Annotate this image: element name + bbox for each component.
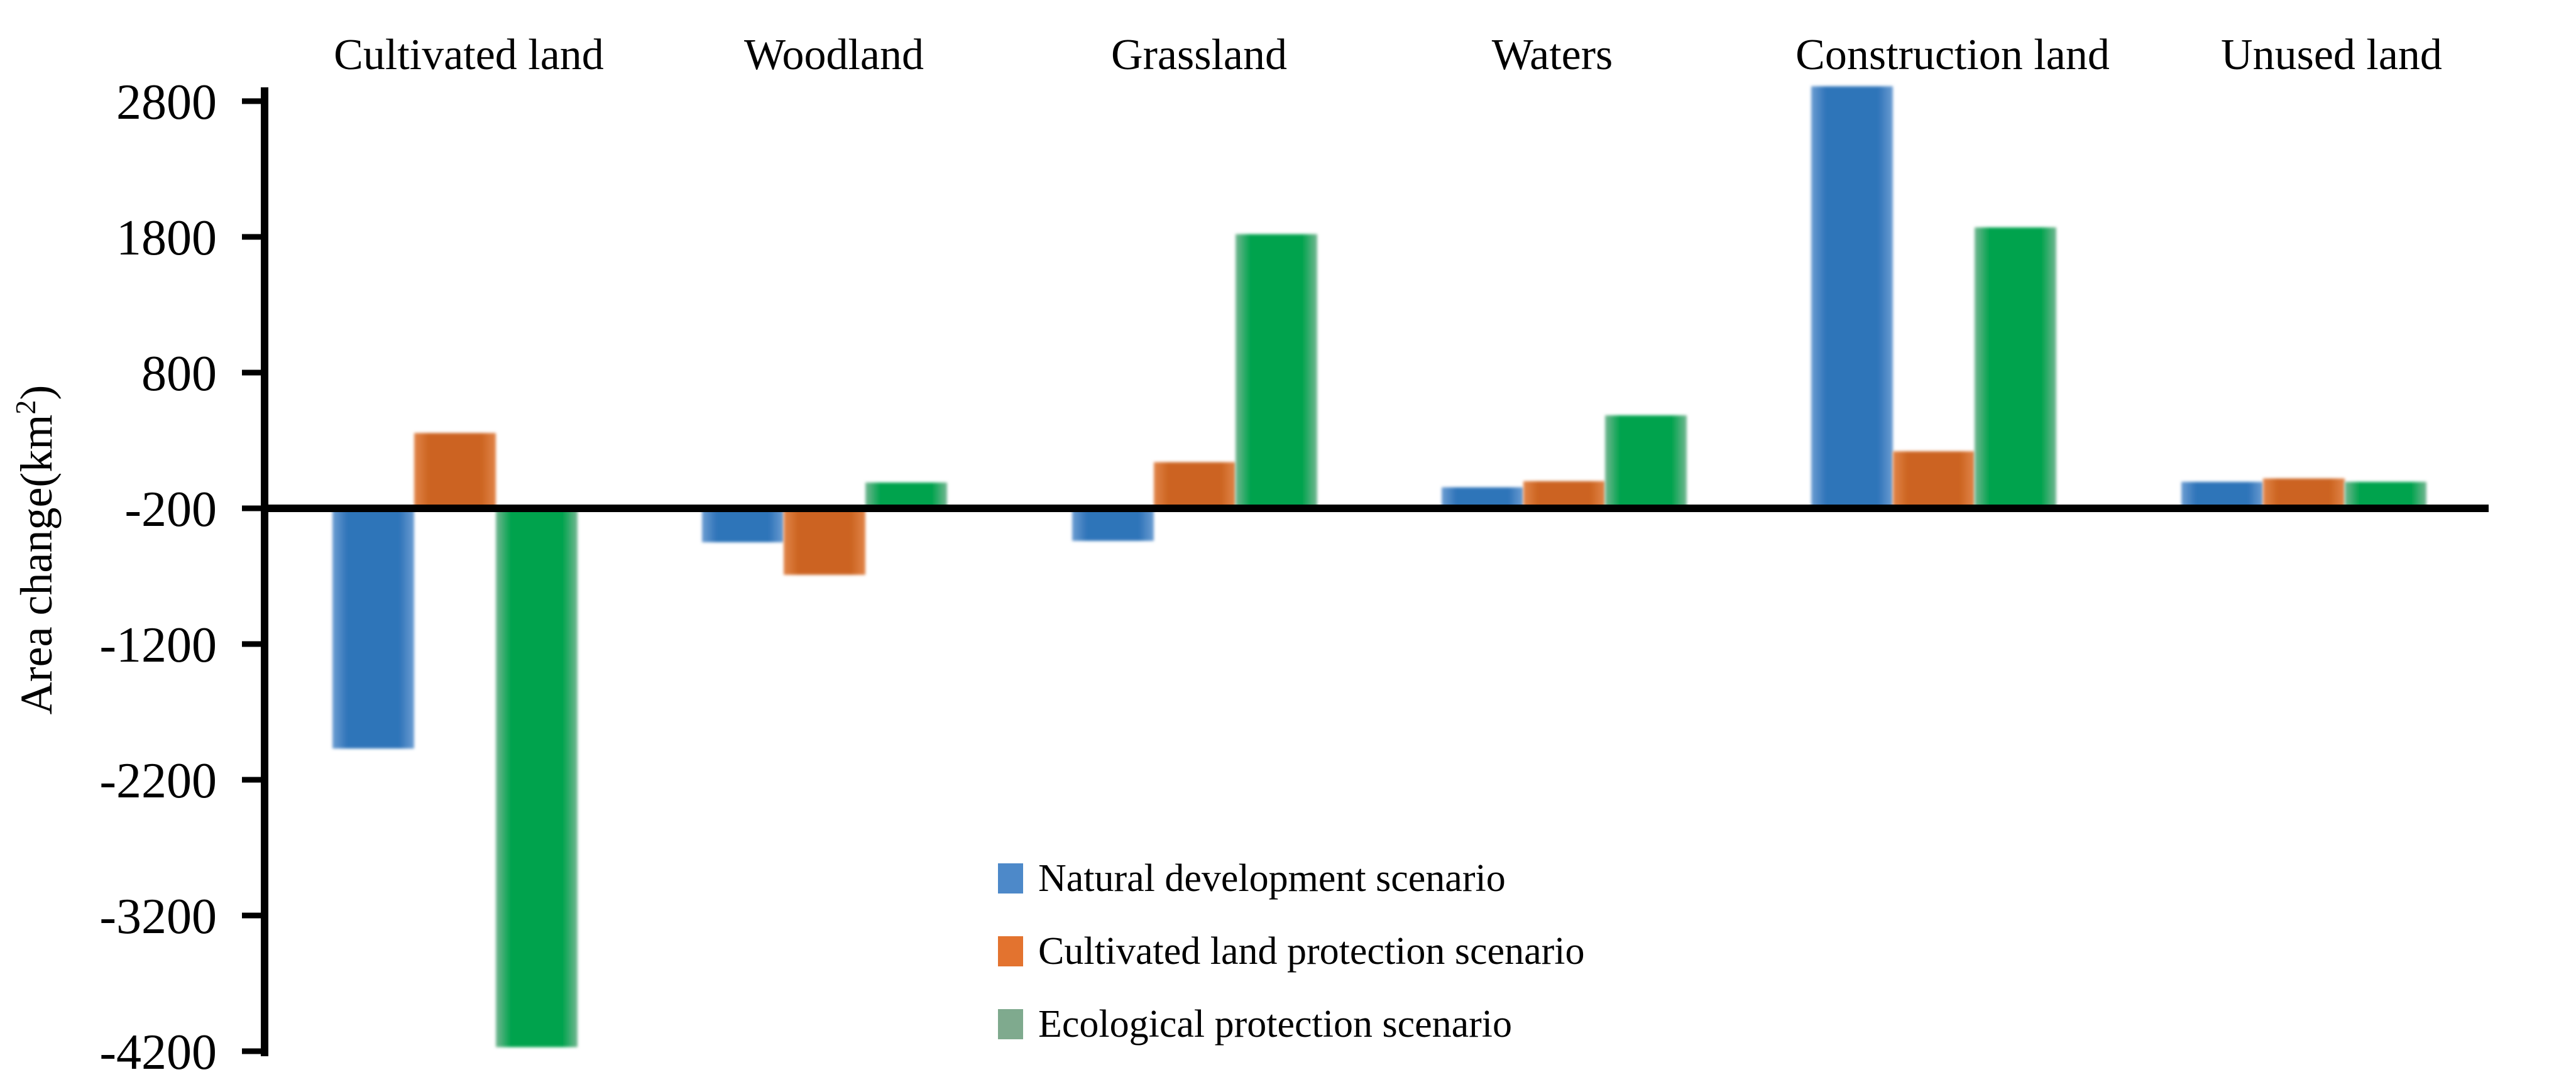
category-label-unused-land: Unused land xyxy=(2221,31,2442,79)
y-axis-tick-mark xyxy=(242,98,261,104)
y-axis-tick-label: -200 xyxy=(124,482,217,537)
legend-item-natural-development: Natural development scenario xyxy=(998,859,1584,898)
bar-natural-development-scenario-unused-land xyxy=(2181,481,2263,508)
category-label-grassland: Grassland xyxy=(1111,31,1287,79)
y-axis-tick-label: -4200 xyxy=(99,1025,217,1080)
bar-cultivated-land-protection-scenario-construction-land xyxy=(1893,451,1975,508)
legend-label-ecological-protection: Ecological protection scenario xyxy=(1038,1003,1513,1046)
y-axis-tick-label: 800 xyxy=(141,346,217,402)
y-axis-tick-label: -1200 xyxy=(99,618,217,673)
y-axis-tick-label: -3200 xyxy=(99,889,217,944)
bar-natural-development-scenario-grassland xyxy=(1072,508,1154,541)
y-axis-tick-mark xyxy=(242,505,261,511)
legend-swatch-ecological-protection xyxy=(998,1009,1023,1039)
y-axis-title: Area change(km2) xyxy=(9,385,62,715)
bar-ecological-protection-scenario-woodland xyxy=(865,482,947,508)
y-axis-tick-mark xyxy=(242,777,261,783)
legend-swatch-cultivated-land-protection xyxy=(998,936,1023,966)
bar-natural-development-scenario-construction-land xyxy=(1811,86,1893,509)
bar-ecological-protection-scenario-waters xyxy=(1605,415,1687,508)
legend-item-ecological-protection: Ecological protection scenario xyxy=(998,1005,1584,1044)
y-axis-tick-label: 2800 xyxy=(116,75,217,130)
legend-label-natural-development: Natural development scenario xyxy=(1038,857,1506,900)
bar-ecological-protection-scenario-cultivated-land xyxy=(496,508,578,1047)
category-label-woodland: Woodland xyxy=(744,31,924,79)
bar-cultivated-land-protection-scenario-unused-land xyxy=(2263,478,2345,508)
y-axis-tick-label: 1800 xyxy=(116,210,217,266)
bar-cultivated-land-protection-scenario-woodland xyxy=(784,508,865,575)
category-label-construction-land: Construction land xyxy=(1795,31,2110,79)
y-axis-tick-mark xyxy=(242,1048,261,1054)
category-label-cultivated-land: Cultivated land xyxy=(334,31,604,79)
y-axis-tick-label: -2200 xyxy=(99,753,217,809)
bar-natural-development-scenario-woodland xyxy=(702,508,784,542)
x-axis-line xyxy=(261,505,2489,512)
legend: Natural development scenario Cultivated … xyxy=(998,859,1584,1044)
y-axis-line xyxy=(261,87,268,1056)
bar-ecological-protection-scenario-unused-land xyxy=(2345,481,2426,508)
y-axis-tick-mark xyxy=(242,641,261,647)
bar-ecological-protection-scenario-grassland xyxy=(1236,234,1317,508)
legend-label-cultivated-land-protection: Cultivated land protection scenario xyxy=(1038,930,1585,973)
category-label-waters: Waters xyxy=(1492,31,1613,79)
bar-natural-development-scenario-cultivated-land xyxy=(332,508,414,749)
bar-ecological-protection-scenario-construction-land xyxy=(1975,227,2056,508)
legend-swatch-natural-development xyxy=(998,863,1023,893)
legend-item-cultivated-land-protection: Cultivated land protection scenario xyxy=(998,932,1584,971)
y-axis-tick-mark xyxy=(242,234,261,240)
bar-cultivated-land-protection-scenario-waters xyxy=(1523,481,1605,508)
bar-cultivated-land-protection-scenario-cultivated-land xyxy=(414,433,496,508)
y-axis-tick-mark xyxy=(242,369,261,376)
y-axis-tick-mark xyxy=(242,912,261,919)
bar-cultivated-land-protection-scenario-grassland xyxy=(1154,462,1236,508)
